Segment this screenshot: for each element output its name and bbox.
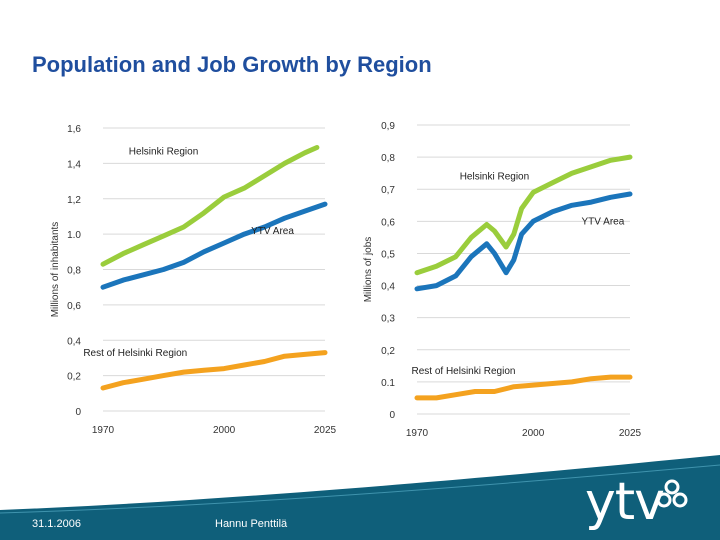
footer-author: Hannu Penttilä xyxy=(215,518,288,530)
slide-title: Population and Job Growth by Region xyxy=(32,52,432,77)
chart-0-ytick-label: 0,4 xyxy=(67,336,81,347)
chart-0-series-label: Helsinki Region xyxy=(129,147,198,158)
jobs-chart: 0 0.1 0,2 0,3 0,4 0,5 0,6 0,7 0,8 0,9 1970 2000 2025… xyxy=(363,121,642,439)
population-chart: 0 0,2 0,4 0,6 0,8 1.0 1,2 1,4 1,6 1970 2000 2025 Mil… xyxy=(50,124,337,436)
chart-1-ylabel: Millions of jobs xyxy=(363,237,374,303)
footer-band xyxy=(0,455,720,540)
chart-1-ytick-label: 0,7 xyxy=(381,185,395,196)
ytv-logo-icon xyxy=(656,479,688,508)
chart-1-series-label: Helsinki Region xyxy=(460,172,529,183)
chart-1-ytick-label: 0,4 xyxy=(381,282,395,293)
chart-0-xtick-label: 1970 xyxy=(92,425,115,436)
chart-1-series-label: YTV Area xyxy=(581,217,624,228)
chart-0-ytick-label: 0 xyxy=(75,407,81,418)
chart-0-series-rest-of-helsinki-region xyxy=(100,350,328,391)
chart-0-series-label: Rest of Helsinki Region xyxy=(83,348,187,359)
chart-0-ytick-label: 0,2 xyxy=(67,372,81,383)
chart-1-ytick-label: 0.1 xyxy=(381,378,395,389)
chart-0-ytick-label: 1,4 xyxy=(67,159,81,170)
chart-0-xtick-label: 2000 xyxy=(213,425,236,436)
chart-1-xtick-label: 2025 xyxy=(619,428,642,439)
chart-1-ytick-label: 0 xyxy=(389,410,395,421)
chart-1-ytick-label: 0,5 xyxy=(381,249,395,260)
chart-1-series-helsinki-region xyxy=(414,154,633,276)
chart-0-ytick-label: 1,2 xyxy=(67,195,81,206)
chart-1-xtick-label: 1970 xyxy=(406,428,429,439)
chart-1-xtick-label: 2000 xyxy=(522,428,545,439)
chart-1-ytick-label: 0,9 xyxy=(381,121,395,132)
chart-0-ytick-label: 1,6 xyxy=(67,124,81,135)
chart-0-series-label: YTV Area xyxy=(251,226,294,237)
chart-1-ytick-label: 0,2 xyxy=(381,346,395,357)
chart-0-series-ytv-area xyxy=(100,201,328,290)
footer-date: 31.1.2006 xyxy=(32,518,81,530)
chart-1-series-ytv-area xyxy=(414,191,633,292)
ytv-logo-text: ytv xyxy=(585,472,665,532)
chart-1-ytick-label: 0,6 xyxy=(381,217,395,228)
chart-0-ytick-label: 1.0 xyxy=(67,230,81,241)
chart-1-series-label: Rest of Helsinki Region xyxy=(412,366,516,377)
chart-0-ytick-label: 0,8 xyxy=(67,266,81,277)
chart-1-series-rest-of-helsinki-region xyxy=(414,374,633,401)
chart-0-ylabel: Millions of inhabitants xyxy=(50,222,61,318)
chart-0-ytick-label: 0,6 xyxy=(67,301,81,312)
chart-0-series-helsinki-region xyxy=(100,145,320,267)
chart-0-xtick-label: 2025 xyxy=(314,425,337,436)
chart-1-ytick-label: 0,3 xyxy=(381,314,395,325)
chart-1-ytick-label: 0,8 xyxy=(381,153,395,164)
